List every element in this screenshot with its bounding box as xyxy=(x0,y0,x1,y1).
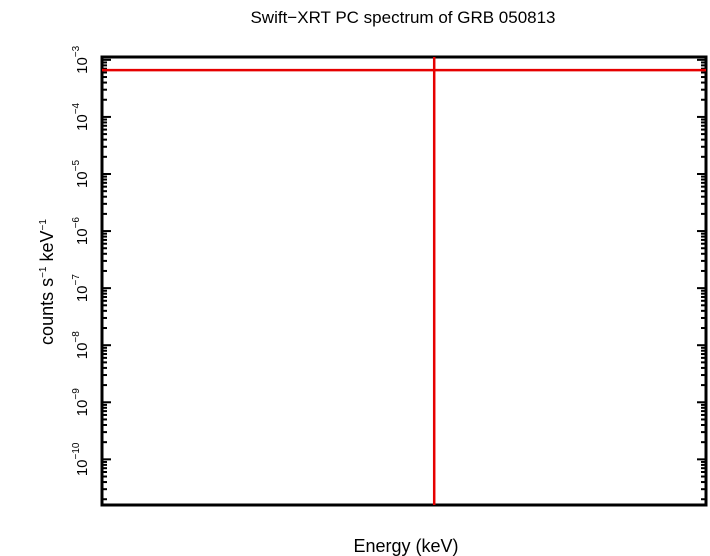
y-tick-base: 10 xyxy=(74,285,91,302)
y-tick-base: 10 xyxy=(74,57,91,74)
y-tick-base: 10 xyxy=(74,171,91,188)
y-tick-exponent: −8 xyxy=(71,331,82,343)
y-tick-exponent: −5 xyxy=(71,160,82,172)
y-tick-exponent: −7 xyxy=(71,274,82,286)
y-label-part-kev: keV xyxy=(37,230,57,266)
plot-frame xyxy=(100,55,708,507)
y-tick-exponent: −9 xyxy=(71,388,82,400)
y-tick-label: 10−5 xyxy=(71,160,91,189)
y-tick-base: 10 xyxy=(74,343,91,360)
y-label-sup-1: −1 xyxy=(38,266,49,278)
y-tick-exponent: −10 xyxy=(71,442,82,459)
y-axis-tick-labels: 10−310−410−510−610−710−810−910−10 xyxy=(71,45,91,476)
y-tick-exponent: −4 xyxy=(71,102,82,114)
y-tick-label: 10−8 xyxy=(71,331,91,360)
y-tick-base: 10 xyxy=(74,459,91,476)
y-tick-base: 10 xyxy=(74,228,91,245)
y-tick-base: 10 xyxy=(74,400,91,417)
y-label-part-counts: counts s xyxy=(37,278,57,345)
y-tick-label: 10−10 xyxy=(71,442,91,476)
y-tick-exponent: −3 xyxy=(71,45,82,57)
y-tick-exponent: −6 xyxy=(71,217,82,229)
y-tick-label: 10−3 xyxy=(71,45,91,74)
y-tick-label: 10−7 xyxy=(71,274,91,303)
y-axis-label: counts s−1 keV−1 xyxy=(37,219,57,345)
series-lines xyxy=(102,57,706,505)
y-tick-base: 10 xyxy=(74,114,91,131)
x-axis-label: Energy (keV) xyxy=(353,536,458,556)
y-axis-ticks xyxy=(102,58,706,501)
y-label-sup-2: −1 xyxy=(38,219,49,231)
chart-title: Swift−XRT PC spectrum of GRB 050813 xyxy=(250,8,555,27)
y-tick-label: 10−4 xyxy=(71,102,91,131)
y-tick-label: 10−9 xyxy=(71,388,91,417)
y-tick-label: 10−6 xyxy=(71,217,91,246)
